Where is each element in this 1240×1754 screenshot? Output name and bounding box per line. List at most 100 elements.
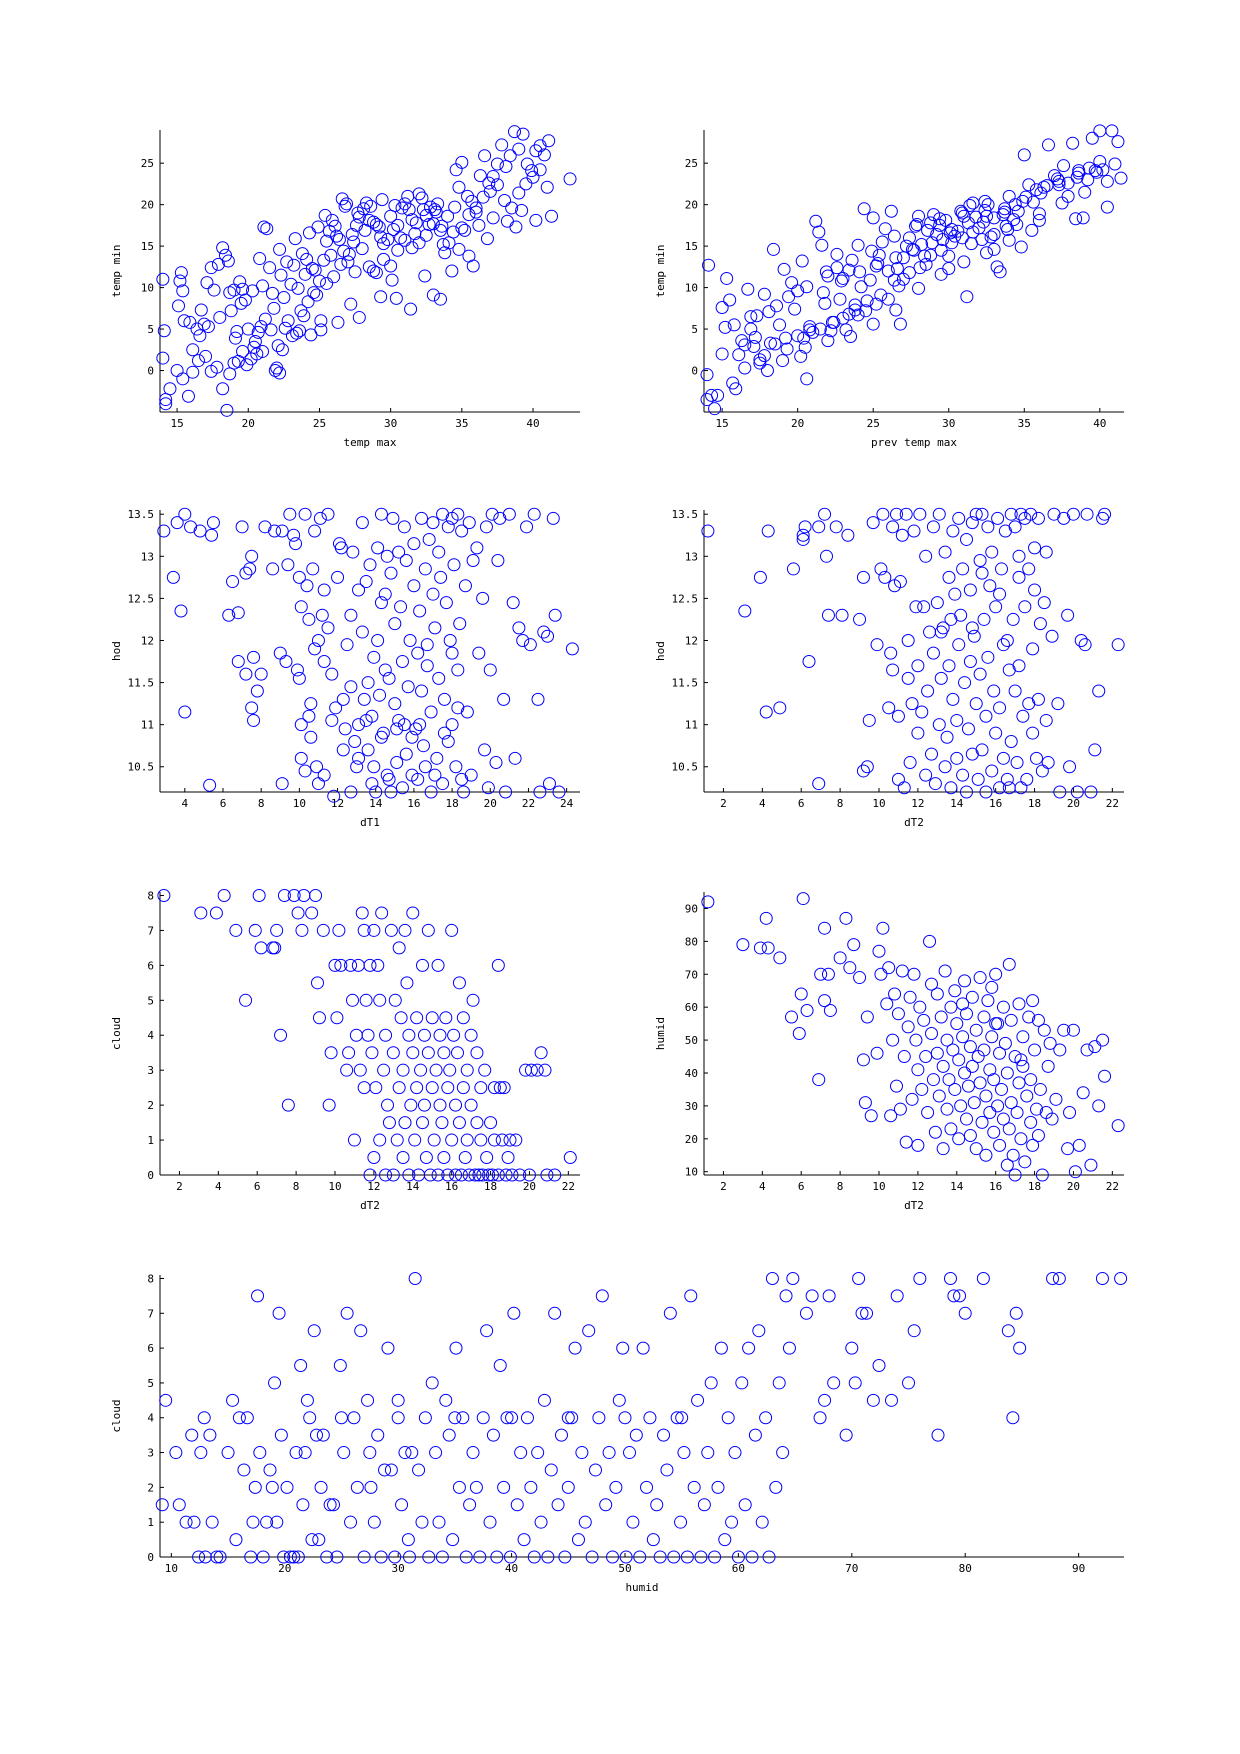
scatter-point — [357, 1081, 371, 1095]
scatter-point — [394, 600, 408, 614]
scatter-point — [359, 196, 373, 210]
scatter-point — [963, 1129, 977, 1143]
scatter-point — [1092, 684, 1106, 698]
scatter-point — [275, 343, 289, 357]
scatter-point — [944, 1122, 958, 1136]
scatter-point — [344, 297, 358, 311]
scatter-point — [833, 292, 847, 306]
scatter-point — [815, 238, 829, 252]
x-tick-label: 4 — [759, 797, 766, 810]
scatter-point — [753, 353, 767, 367]
scatter-point — [344, 785, 358, 799]
chart-temp-min-vs-prev-temp-max: 15 20 25 30 35 40 0 5 10 15 20 25 prev temp max temp … — [654, 124, 1128, 449]
scatter-point — [472, 646, 486, 660]
scatter-point — [243, 562, 257, 576]
scatter-point — [452, 180, 466, 194]
scatter-point — [1028, 583, 1042, 597]
scatter-point — [978, 194, 992, 208]
scatter-point — [395, 1498, 409, 1512]
scatter-point — [429, 1063, 443, 1077]
x-tick-label: 4 — [182, 797, 189, 810]
scatter-point — [537, 148, 551, 162]
scatter-point — [429, 205, 443, 219]
x-tick-label: 22 — [562, 1180, 575, 1193]
scatter-point — [772, 1376, 786, 1390]
scatter-point — [430, 751, 444, 765]
scatter-point — [926, 1073, 940, 1087]
x-tick-label: 6 — [798, 1180, 805, 1193]
scatter-point — [401, 680, 415, 694]
scatter-point — [582, 1324, 596, 1338]
scatter-point — [428, 203, 442, 217]
scatter-point — [470, 1046, 484, 1060]
scatter-point — [217, 888, 231, 902]
scatter-point — [918, 249, 932, 263]
scatter-point — [294, 751, 308, 765]
scatter-point — [263, 261, 277, 275]
scatter-point — [159, 1393, 173, 1407]
scatter-point — [721, 1411, 735, 1425]
scatter-point — [1024, 1115, 1038, 1129]
x-axis-label: dT1 — [360, 816, 380, 829]
scatter-point — [640, 1480, 654, 1494]
y-tick-label: 5 — [147, 1377, 154, 1390]
scatter-point — [317, 655, 331, 669]
scatter-point — [404, 302, 418, 316]
scatter-point — [455, 772, 469, 786]
scatter-point — [956, 768, 970, 782]
scatter-point — [928, 777, 942, 791]
scatter-point — [481, 781, 495, 795]
scatter-point — [469, 1480, 483, 1494]
y-tick-label: 5 — [147, 323, 154, 336]
scatter-point — [965, 516, 979, 530]
y-tick-label: 3 — [147, 1447, 154, 1460]
scatter-point — [359, 575, 373, 589]
scatter-point — [895, 964, 909, 978]
scatter-point — [818, 296, 832, 310]
x-tick-label: 30 — [392, 1562, 405, 1575]
scatter-point — [490, 178, 504, 192]
x-axis-label: humid — [625, 1581, 658, 1594]
scatter-point — [1018, 600, 1032, 614]
scatter-point — [893, 1102, 907, 1116]
x-tick-label: 70 — [845, 1562, 858, 1575]
scatter-point — [1012, 570, 1026, 584]
scatter-point — [378, 663, 392, 677]
scatter-point — [944, 1000, 958, 1014]
scatter-point — [1111, 135, 1125, 149]
scatter-point — [485, 507, 499, 521]
scatter-point — [378, 587, 392, 601]
scatter-point — [476, 1411, 490, 1425]
scatter-point — [548, 1306, 562, 1320]
scatter-point — [248, 335, 262, 348]
scatter-point — [391, 218, 405, 232]
scatter-point — [702, 258, 716, 272]
x-tick-label: 60 — [732, 1562, 745, 1575]
scatter-point — [406, 1046, 420, 1060]
scatter-point — [514, 1446, 528, 1460]
scatter-point — [1070, 170, 1084, 184]
scatter-point — [386, 1046, 400, 1060]
scatter-point — [415, 684, 429, 698]
scatter-point — [919, 549, 933, 563]
y-tick-label: 50 — [685, 1034, 698, 1047]
scatter-point — [156, 351, 170, 365]
y-axis-label: cloud — [110, 1017, 123, 1050]
scatter-point — [379, 1028, 393, 1042]
scatter-point — [480, 1324, 494, 1338]
scatter-point — [452, 976, 466, 990]
scatter-point — [398, 923, 412, 937]
scatter-point — [533, 139, 547, 153]
scatter-point — [503, 1550, 517, 1564]
scatter-point — [1002, 189, 1016, 203]
scatter-point — [367, 1515, 381, 1529]
scatter-point — [785, 276, 799, 290]
scatter-point — [761, 941, 775, 955]
scatter-point — [606, 1550, 620, 1564]
scatter-point — [1006, 1148, 1020, 1162]
scatter-point — [1033, 1082, 1047, 1096]
scatter-point — [351, 958, 365, 972]
scatter-point — [424, 785, 438, 799]
scatter-point — [1105, 124, 1119, 138]
scatter-point — [462, 208, 476, 222]
